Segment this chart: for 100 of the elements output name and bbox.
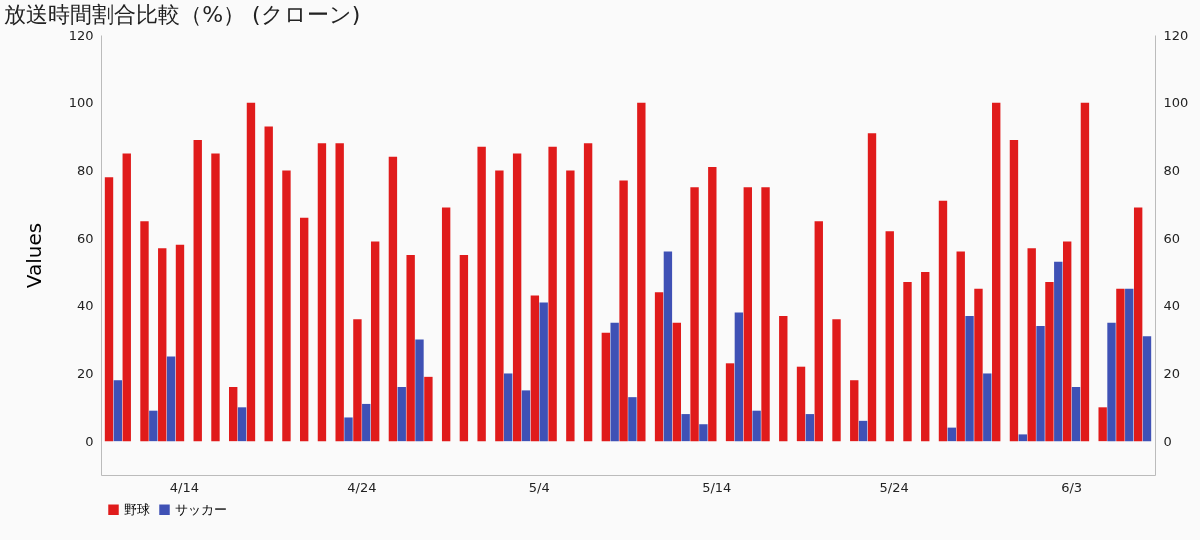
bar xyxy=(814,221,823,442)
x-tick-label: 5/14 xyxy=(702,479,732,495)
bar xyxy=(246,102,256,442)
y-axis-title: Values xyxy=(21,222,46,289)
bar xyxy=(610,322,619,442)
bar xyxy=(743,187,752,442)
bar xyxy=(654,292,664,442)
chart-title: 放送時間割合比較（%） (クローン) xyxy=(4,2,361,27)
legend-label: サッカー xyxy=(175,501,227,517)
bar xyxy=(282,170,291,442)
bar xyxy=(113,380,123,442)
bar xyxy=(1027,248,1036,442)
bar xyxy=(965,315,974,442)
y-tick-label: 60 xyxy=(76,230,94,246)
bar xyxy=(566,170,575,442)
bar xyxy=(104,177,114,442)
bar xyxy=(1045,282,1054,442)
bar xyxy=(415,339,424,442)
bar xyxy=(681,414,690,442)
bar xyxy=(335,143,344,442)
bar xyxy=(858,420,868,442)
bar xyxy=(122,153,131,442)
bar xyxy=(388,156,398,442)
bar xyxy=(459,255,469,442)
bar xyxy=(441,207,451,442)
bar xyxy=(512,153,522,442)
y2-tick-label: 60 xyxy=(1163,230,1181,246)
bar xyxy=(850,380,859,442)
bar xyxy=(1036,326,1045,442)
bar xyxy=(1116,288,1125,442)
bar xyxy=(1133,207,1143,442)
bar xyxy=(317,143,327,442)
bar xyxy=(583,143,593,442)
y2-tick-label: 100 xyxy=(1163,95,1189,111)
bar xyxy=(548,146,557,442)
bar xyxy=(264,126,273,442)
bar xyxy=(1080,102,1090,442)
bar xyxy=(158,248,167,442)
bar xyxy=(938,200,948,442)
bar xyxy=(237,407,247,442)
bar xyxy=(424,376,433,442)
bar xyxy=(921,271,930,442)
bar xyxy=(1142,336,1152,442)
bar xyxy=(1107,322,1116,442)
bar xyxy=(637,102,646,442)
bar xyxy=(149,410,158,442)
bar xyxy=(211,153,220,442)
bar xyxy=(663,251,673,442)
bar xyxy=(140,221,149,442)
y-tick-label: 0 xyxy=(85,433,94,449)
bar xyxy=(885,231,894,442)
bar xyxy=(300,217,309,442)
y2-tick-label: 80 xyxy=(1163,162,1181,178)
bar xyxy=(956,251,965,442)
bar xyxy=(1071,387,1081,442)
bar xyxy=(796,366,806,442)
y2-tick-label: 120 xyxy=(1163,27,1189,43)
bar xyxy=(903,282,912,442)
bar xyxy=(344,417,353,442)
bar xyxy=(867,133,877,442)
bar xyxy=(805,414,815,442)
x-tick-label: 4/14 xyxy=(169,479,199,495)
bar xyxy=(761,187,770,442)
y-tick-label: 20 xyxy=(76,365,94,381)
bar xyxy=(1125,288,1134,442)
bar xyxy=(1009,139,1019,442)
y2-tick-label: 20 xyxy=(1163,365,1181,381)
y2-tick-label: 40 xyxy=(1163,298,1181,314)
bar xyxy=(1018,434,1027,442)
bar xyxy=(725,363,735,442)
bar xyxy=(619,180,628,442)
bar xyxy=(370,241,380,442)
bar xyxy=(983,373,992,442)
bar xyxy=(406,255,415,442)
bar xyxy=(495,170,504,442)
bar xyxy=(699,424,708,442)
bar xyxy=(628,397,637,442)
bar xyxy=(521,390,531,442)
bar xyxy=(1063,241,1072,442)
bar xyxy=(166,356,176,442)
bar xyxy=(708,167,717,442)
bar xyxy=(1098,407,1107,442)
bar xyxy=(947,427,956,442)
bar xyxy=(353,319,362,442)
bar xyxy=(504,373,513,442)
x-tick-label: 4/24 xyxy=(347,479,377,495)
bar xyxy=(690,187,699,442)
bar xyxy=(992,102,1001,442)
bar xyxy=(229,387,238,442)
bar xyxy=(601,332,611,442)
bar xyxy=(539,302,548,442)
bar xyxy=(397,387,406,442)
x-tick-label: 6/3 xyxy=(1061,479,1083,495)
bar xyxy=(752,410,761,442)
x-tick-label: 5/4 xyxy=(528,479,550,495)
y-tick-label: 80 xyxy=(76,162,94,178)
x-tick-label: 5/24 xyxy=(879,479,909,495)
bar xyxy=(530,295,540,442)
bar xyxy=(477,146,486,442)
y2-tick-label: 0 xyxy=(1163,433,1172,449)
